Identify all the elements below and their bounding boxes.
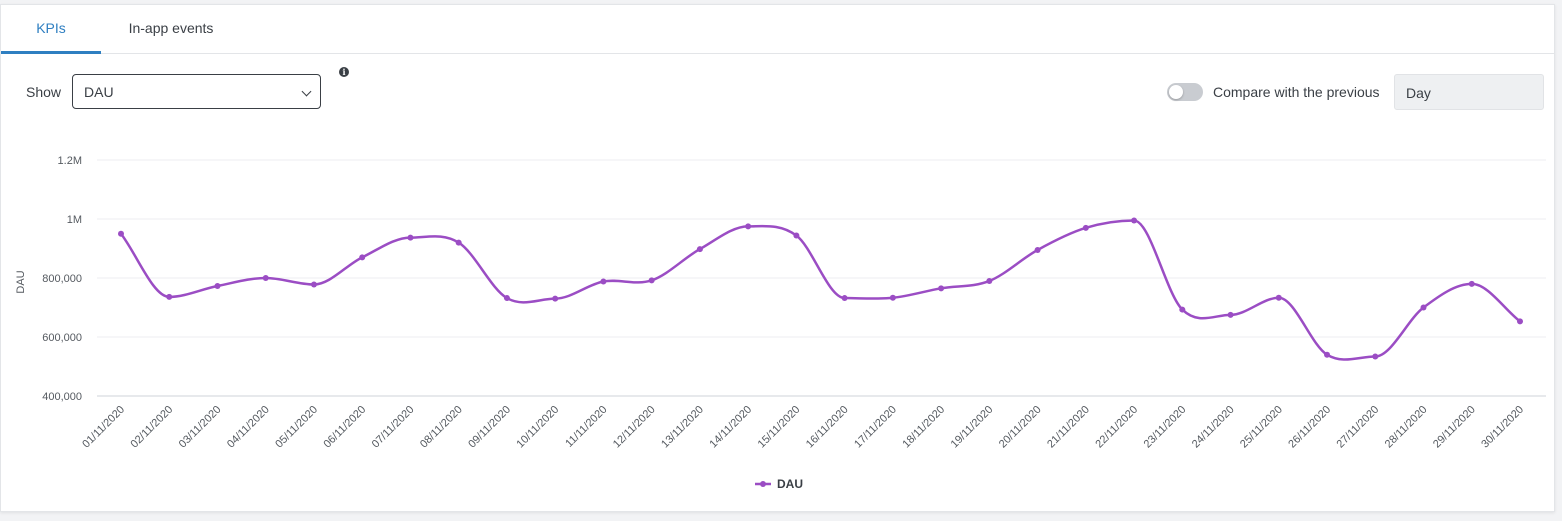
x-tick-label: 20/11/2020: [997, 404, 1044, 451]
data-point: [310, 281, 317, 288]
tab-bar: KPIs In-app events: [1, 5, 1554, 54]
x-tick-label: 05/11/2020: [273, 404, 320, 451]
data-point: [600, 278, 607, 285]
compare-label: Compare with the previous: [1213, 84, 1380, 100]
x-tick-label: 24/11/2020: [1190, 404, 1237, 451]
data-point: [1517, 318, 1523, 325]
y-tick-label: 1M: [67, 214, 82, 226]
y-tick-label: 600,000: [42, 332, 82, 344]
data-point: [359, 254, 366, 261]
x-tick-label: 15/11/2020: [756, 404, 803, 451]
data-point: [938, 285, 945, 292]
series-line-dau: [120, 219, 1521, 361]
data-point: [745, 223, 752, 230]
x-tick-label: 01/11/2020: [80, 404, 127, 451]
compare-toggle[interactable]: [1167, 83, 1203, 101]
x-tick-label: 13/11/2020: [659, 404, 706, 451]
data-point: [1034, 246, 1041, 253]
tab-kpis[interactable]: KPIs: [1, 5, 101, 54]
x-tick-label: 28/11/2020: [1383, 404, 1430, 451]
data-point: [1131, 217, 1138, 224]
data-point: [986, 277, 993, 284]
show-label: Show: [26, 84, 62, 100]
x-tick-label: 12/11/2020: [611, 404, 658, 451]
x-tick-label: 25/11/2020: [1238, 404, 1285, 451]
x-tick-label: 26/11/2020: [1286, 404, 1333, 451]
data-point: [1324, 351, 1331, 358]
data-point: [552, 295, 559, 302]
data-point: [889, 294, 896, 301]
tab-in-app-events[interactable]: In-app events: [128, 20, 214, 36]
legend-label: DAU: [777, 477, 803, 491]
x-tick-label: 22/11/2020: [1093, 404, 1140, 451]
x-tick-label: 30/11/2020: [1479, 404, 1526, 451]
metric-select[interactable]: DAU: [72, 74, 321, 109]
compare-period-value: Day: [1406, 85, 1431, 101]
x-tick-label: 06/11/2020: [321, 404, 368, 451]
data-point: [648, 277, 655, 284]
metric-select-value: DAU: [84, 84, 114, 100]
x-tick-label: 03/11/2020: [177, 404, 224, 451]
data-point: [1227, 311, 1234, 318]
y-tick-label: 800,000: [42, 273, 82, 285]
x-tick-label: 14/11/2020: [707, 404, 754, 451]
data-point: [1179, 306, 1186, 313]
data-point: [407, 234, 414, 241]
data-point: [696, 246, 703, 253]
data-point: [262, 275, 269, 281]
y-tick-label: 400,000: [42, 391, 82, 403]
data-point: [214, 282, 221, 289]
toggle-knob: [1169, 85, 1183, 99]
data-point: [166, 293, 173, 300]
x-tick-label: 27/11/2020: [1335, 404, 1382, 451]
dau-line-chart: 400,000 600,000 800,000 1M 1.2M DAU 01/11/2020…: [15, 155, 1546, 491]
x-tick-label: 10/11/2020: [514, 404, 561, 451]
data-point: [1275, 294, 1282, 301]
data-point: [793, 232, 800, 239]
x-tick-label: 21/11/2020: [1045, 404, 1092, 451]
info-icon[interactable]: i: [339, 67, 349, 77]
x-tick-label: 17/11/2020: [852, 404, 899, 451]
data-point: [1372, 353, 1379, 360]
x-tick-label: 02/11/2020: [129, 404, 176, 451]
kpi-panel: KPIs In-app events Show DAU i Compare wi…: [0, 4, 1555, 512]
y-axis-label: DAU: [15, 270, 27, 293]
data-point: [1082, 224, 1089, 231]
data-point: [118, 230, 124, 237]
data-point: [1468, 280, 1475, 287]
data-point: [841, 295, 848, 302]
x-tick-label: 23/11/2020: [1142, 404, 1189, 451]
x-tick-label: 16/11/2020: [804, 404, 851, 451]
y-tick-label: 1.2M: [58, 155, 82, 167]
x-tick-label: 04/11/2020: [225, 404, 272, 451]
x-tick-label: 18/11/2020: [900, 404, 947, 451]
data-point: [1420, 304, 1427, 311]
x-tick-label: 19/11/2020: [949, 404, 996, 451]
legend-marker: [760, 481, 766, 487]
x-tick-label: 07/11/2020: [370, 404, 417, 451]
data-point: [503, 295, 510, 302]
x-tick-label: 29/11/2020: [1431, 404, 1478, 451]
compare-period-select[interactable]: Day: [1394, 74, 1544, 110]
data-point: [455, 239, 462, 246]
x-tick-label: 11/11/2020: [563, 404, 609, 450]
x-tick-label: 08/11/2020: [418, 404, 465, 451]
x-tick-label: 09/11/2020: [466, 404, 513, 451]
